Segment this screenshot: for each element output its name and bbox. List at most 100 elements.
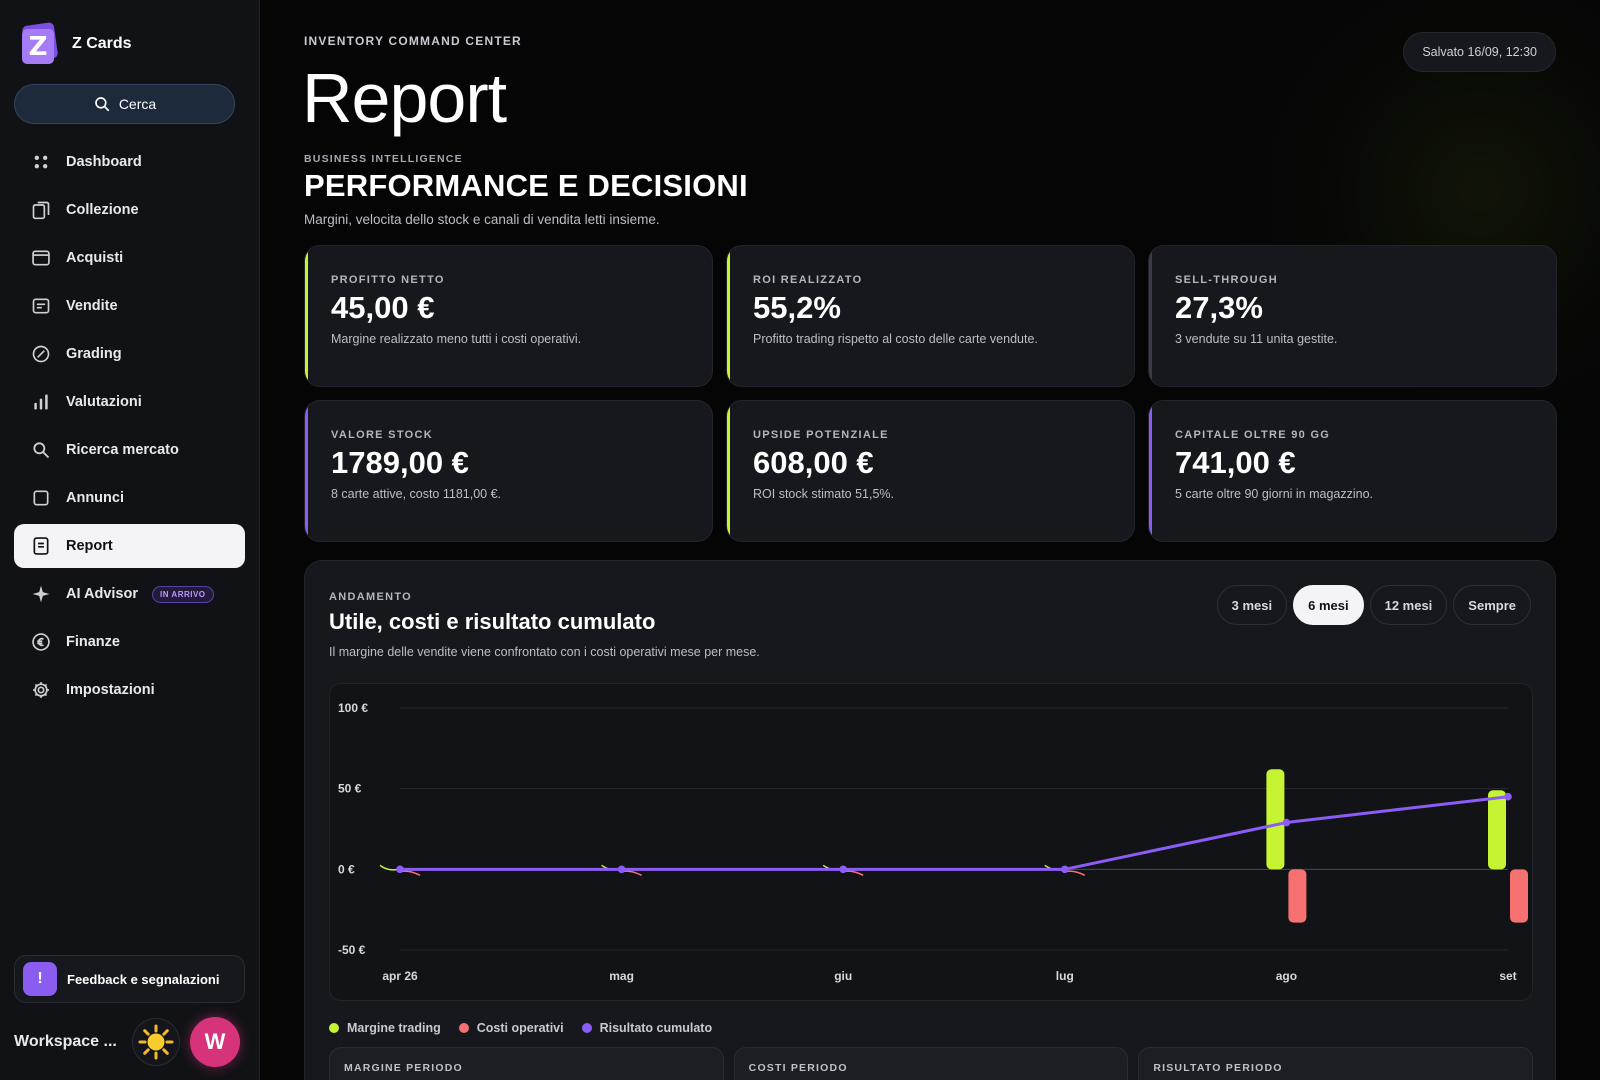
- bar-costi-operativi: [845, 870, 864, 877]
- sidebar-nav: Dashboard Collezione Acquisti Vendite Gradin…: [14, 140, 245, 716]
- kpi-grid: PROFITTO NETTO 45,00 € Margine realizzato …: [304, 245, 1557, 542]
- sidebar-item-label: AI Advisor: [66, 586, 138, 602]
- sidebar-item-collezione[interactable]: Collezione: [14, 188, 245, 232]
- x-tick-label: ago: [1276, 969, 1297, 983]
- point-risultato-cumulato: [839, 865, 847, 874]
- sidebar-item-label: Impostazioni: [66, 682, 155, 698]
- sidebar-item-annunci[interactable]: Annunci: [14, 476, 245, 520]
- kpi-card: PROFITTO NETTO 45,00 € Margine realizzato …: [304, 245, 713, 387]
- summary-label: RISULTATO PERIODO: [1153, 1062, 1283, 1074]
- trend-subtitle: Il margine delle vendite viene confronta…: [329, 645, 760, 659]
- sidebar-item-report[interactable]: Report: [14, 524, 245, 568]
- euro-circle-icon: [30, 631, 52, 653]
- sidebar-item-vendite[interactable]: Vendite: [14, 284, 245, 328]
- sidebar-item-label: Valutazioni: [66, 394, 142, 410]
- workspace-switcher[interactable]: Workspace ...: [14, 1033, 117, 1050]
- sidebar-item-label: Collezione: [66, 202, 139, 218]
- legend-item: Costi operativi: [458, 1021, 564, 1035]
- x-tick-label: mag: [609, 969, 634, 983]
- avatar[interactable]: W: [190, 1017, 240, 1067]
- alert-icon: !: [23, 962, 57, 996]
- sidebar-item-valutazioni[interactable]: Valutazioni: [14, 380, 245, 424]
- kpi-value: 55,2%: [753, 290, 841, 325]
- kpi-description: 5 carte oltre 90 giorni in magazzino.: [1175, 487, 1374, 501]
- bi-title: PERFORMANCE E DECISIONI: [304, 168, 748, 203]
- feedback-label: Feedback e segnalazioni: [67, 971, 220, 987]
- x-tick-label: giu: [834, 969, 852, 983]
- sidebar-item-ai-advisor[interactable]: AI Advisor IN ARRIVO: [14, 572, 245, 616]
- workspace-footer: Workspace ... W: [14, 1017, 245, 1067]
- y-tick-label: -50 €: [338, 943, 366, 957]
- summary-card: COSTI PERIODO: [733, 1047, 1129, 1080]
- range-tab[interactable]: 3 mesi: [1216, 585, 1288, 625]
- chart-legend: Margine trading Costi operativi Risultato …: [329, 1021, 712, 1035]
- point-risultato-cumulato: [1282, 818, 1291, 827]
- search-button[interactable]: Cerca: [14, 84, 235, 124]
- legend-swatch: [329, 1023, 339, 1033]
- app-name: Z Cards: [72, 35, 132, 52]
- kpi-card: ROI REALIZZATO 55,2% Profitto trading risp…: [726, 245, 1135, 387]
- bar-margine-trading: [379, 864, 399, 871]
- kpi-label: VALORE STOCK: [331, 429, 433, 441]
- kpi-value: 1789,00 €: [331, 445, 469, 480]
- cards-stack-icon: [30, 199, 52, 221]
- summary-card: RISULTATO PERIODO: [1138, 1047, 1533, 1080]
- sidebar-item-label: Finanze: [66, 634, 120, 650]
- sidebar-item-acquisti[interactable]: Acquisti: [14, 236, 245, 280]
- summary-label: COSTI PERIODO: [748, 1062, 848, 1074]
- kpi-card: VALORE STOCK 1789,00 € 8 carte attive, cos…: [304, 400, 713, 542]
- kpi-label: PROFITTO NETTO: [331, 274, 445, 286]
- range-tab[interactable]: 12 mesi: [1369, 585, 1448, 625]
- legend-swatch: [458, 1023, 469, 1033]
- search-icon: [94, 97, 110, 112]
- kpi-description: Profitto trading rispetto al costo delle…: [753, 332, 1038, 346]
- sidebar-item-grading[interactable]: Grading: [14, 332, 245, 376]
- x-tick-label: apr 26: [382, 969, 418, 983]
- sidebar-item-label: Vendite: [66, 298, 118, 314]
- feedback-button[interactable]: ! Feedback e segnalazioni: [14, 955, 245, 1003]
- kpi-card: UPSIDE POTENZIALE 608,00 € ROI stock stima…: [726, 400, 1135, 542]
- trend-title: Utile, costi e risultato cumulato: [329, 609, 656, 634]
- kpi-description: 3 vendute su 11 unita gestite.: [1175, 332, 1338, 346]
- range-tab[interactable]: 6 mesi: [1293, 585, 1364, 625]
- point-risultato-cumulato: [617, 865, 626, 874]
- kpi-label: CAPITALE OLTRE 90 GG: [1175, 429, 1331, 441]
- bar-costi-operativi: [623, 870, 642, 877]
- sidebar-item-finanze[interactable]: Finanze: [14, 620, 245, 664]
- range-selector: 3 mesi 6 mesi 12 mesi Sempre: [1216, 585, 1531, 625]
- sidebar-item-label: Dashboard: [66, 154, 142, 170]
- sidebar: Z Z Cards Cerca Dashboard Collezione Acqui…: [0, 0, 260, 1080]
- bar-costi-operativi: [401, 870, 421, 877]
- sidebar-item-label: Grading: [66, 346, 122, 362]
- sidebar-item-label: Annunci: [66, 490, 124, 506]
- summary-label: MARGINE PERIODO: [344, 1062, 463, 1074]
- sidebar-item-impostazioni[interactable]: Impostazioni: [14, 668, 245, 712]
- window-icon: [30, 247, 52, 269]
- kpi-label: UPSIDE POTENZIALE: [753, 429, 889, 441]
- coming-soon-badge: IN ARRIVO: [151, 585, 214, 603]
- receipt-icon: [30, 295, 52, 317]
- range-tab[interactable]: Sempre: [1453, 585, 1531, 625]
- point-risultato-cumulato: [396, 865, 404, 874]
- trend-eyebrow: ANDAMENTO: [329, 591, 412, 603]
- x-tick-label: lug: [1056, 969, 1074, 983]
- kpi-label: SELL-THROUGH: [1175, 274, 1278, 286]
- slash-circle-icon: [30, 343, 52, 365]
- legend-swatch: [581, 1023, 592, 1033]
- app-logo: Z: [20, 21, 59, 64]
- sidebar-item-dashboard[interactable]: Dashboard: [14, 140, 245, 184]
- saved-status: Salvato 16/09, 12:30: [1403, 32, 1556, 72]
- bar-costi-operativi: [1288, 869, 1307, 923]
- brand[interactable]: Z Z Cards: [20, 21, 132, 64]
- legend-item: Risultato cumulato: [581, 1021, 712, 1035]
- gear-icon: [30, 679, 52, 701]
- header-eyebrow: INVENTORY COMMAND CENTER: [304, 34, 522, 48]
- sidebar-item-ricerca-mercato[interactable]: Ricerca mercato: [14, 428, 245, 472]
- trend-chart: 100 € 50 € 0 € -50 € apr 26 mag giu lug ago set: [329, 683, 1533, 1001]
- theme-toggle[interactable]: [132, 1018, 180, 1066]
- bi-subtitle: Margini, velocita dello stock e canali d…: [304, 212, 660, 227]
- y-tick-label: 100 €: [338, 701, 368, 715]
- y-tick-label: 0 €: [338, 862, 355, 876]
- kpi-value: 741,00 €: [1175, 445, 1296, 480]
- kpi-description: 8 carte attive, costo 1181,00 €.: [331, 487, 502, 501]
